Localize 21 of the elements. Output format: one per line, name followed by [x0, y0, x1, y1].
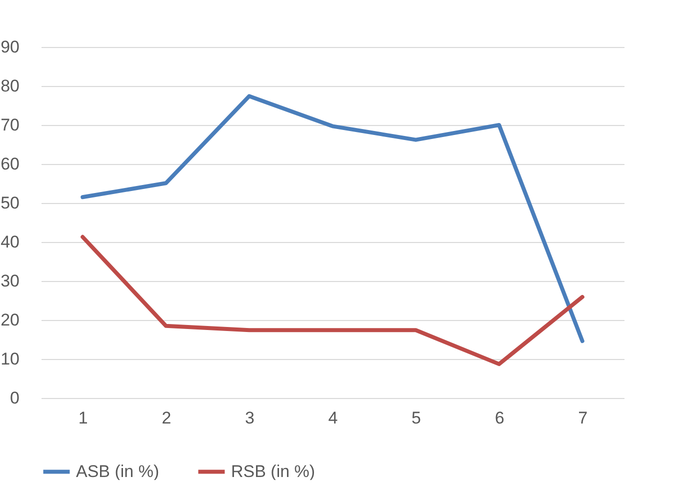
- x-tick-label: 2: [162, 408, 172, 428]
- y-tick-label: 20: [0, 310, 20, 330]
- x-tick-label: 4: [328, 408, 338, 428]
- y-tick-label: 80: [0, 76, 20, 96]
- x-tick-label: 7: [578, 408, 588, 428]
- x-tick-label: 3: [244, 408, 254, 428]
- y-tick-label: 10: [0, 350, 20, 368]
- y-tick-label: 60: [0, 154, 20, 174]
- legend-label: RSB (in %): [231, 462, 316, 481]
- legend-label: ASB (in %): [76, 462, 160, 481]
- x-tick-label: 1: [78, 408, 88, 428]
- y-tick-label: 0: [10, 388, 20, 408]
- y-tick-label: 50: [0, 194, 20, 212]
- x-tick-label: 5: [412, 408, 422, 428]
- x-tick-label: 6: [494, 408, 504, 428]
- y-tick-label: 70: [0, 116, 20, 134]
- line-series: [80, 94, 584, 344]
- line-series: [80, 234, 584, 366]
- y-tick-label: 30: [0, 272, 20, 290]
- y-tick-label: 90: [0, 38, 20, 56]
- y-tick-label: 40: [0, 232, 20, 252]
